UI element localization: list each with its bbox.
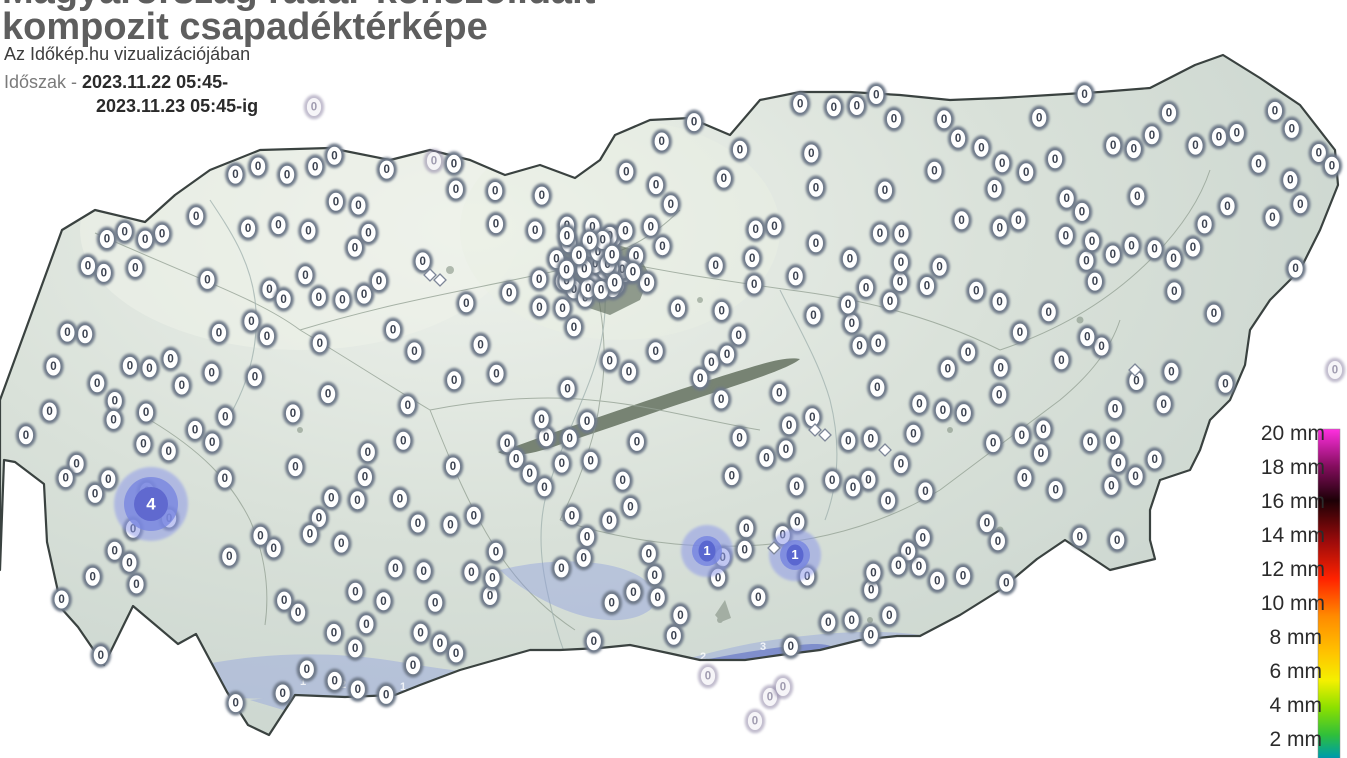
svg-text:20 mm: 20 mm: [1261, 422, 1325, 445]
svg-text:8 mm: 8 mm: [1270, 626, 1323, 649]
svg-text:5: 5: [460, 705, 466, 717]
svg-text:2: 2: [340, 703, 346, 715]
svg-text:7: 7: [520, 701, 526, 713]
svg-text:14 mm: 14 mm: [1261, 524, 1325, 547]
svg-text:2: 2: [700, 651, 706, 663]
svg-text:1: 1: [640, 663, 646, 675]
svg-text:4 mm: 4 mm: [1270, 694, 1323, 717]
svg-text:3: 3: [520, 676, 526, 688]
svg-text:10 mm: 10 mm: [1261, 592, 1325, 615]
svg-text:1: 1: [580, 671, 586, 683]
svg-text:3: 3: [760, 641, 766, 653]
svg-text:18 mm: 18 mm: [1261, 456, 1325, 479]
svg-text:12 mm: 12 mm: [1261, 558, 1325, 581]
svg-text:16 mm: 16 mm: [1261, 490, 1325, 513]
svg-text:2 mm: 2 mm: [1270, 728, 1323, 751]
svg-text:6 mm: 6 mm: [1270, 660, 1323, 683]
svg-text:2: 2: [460, 679, 466, 691]
svg-text:3: 3: [400, 707, 406, 719]
